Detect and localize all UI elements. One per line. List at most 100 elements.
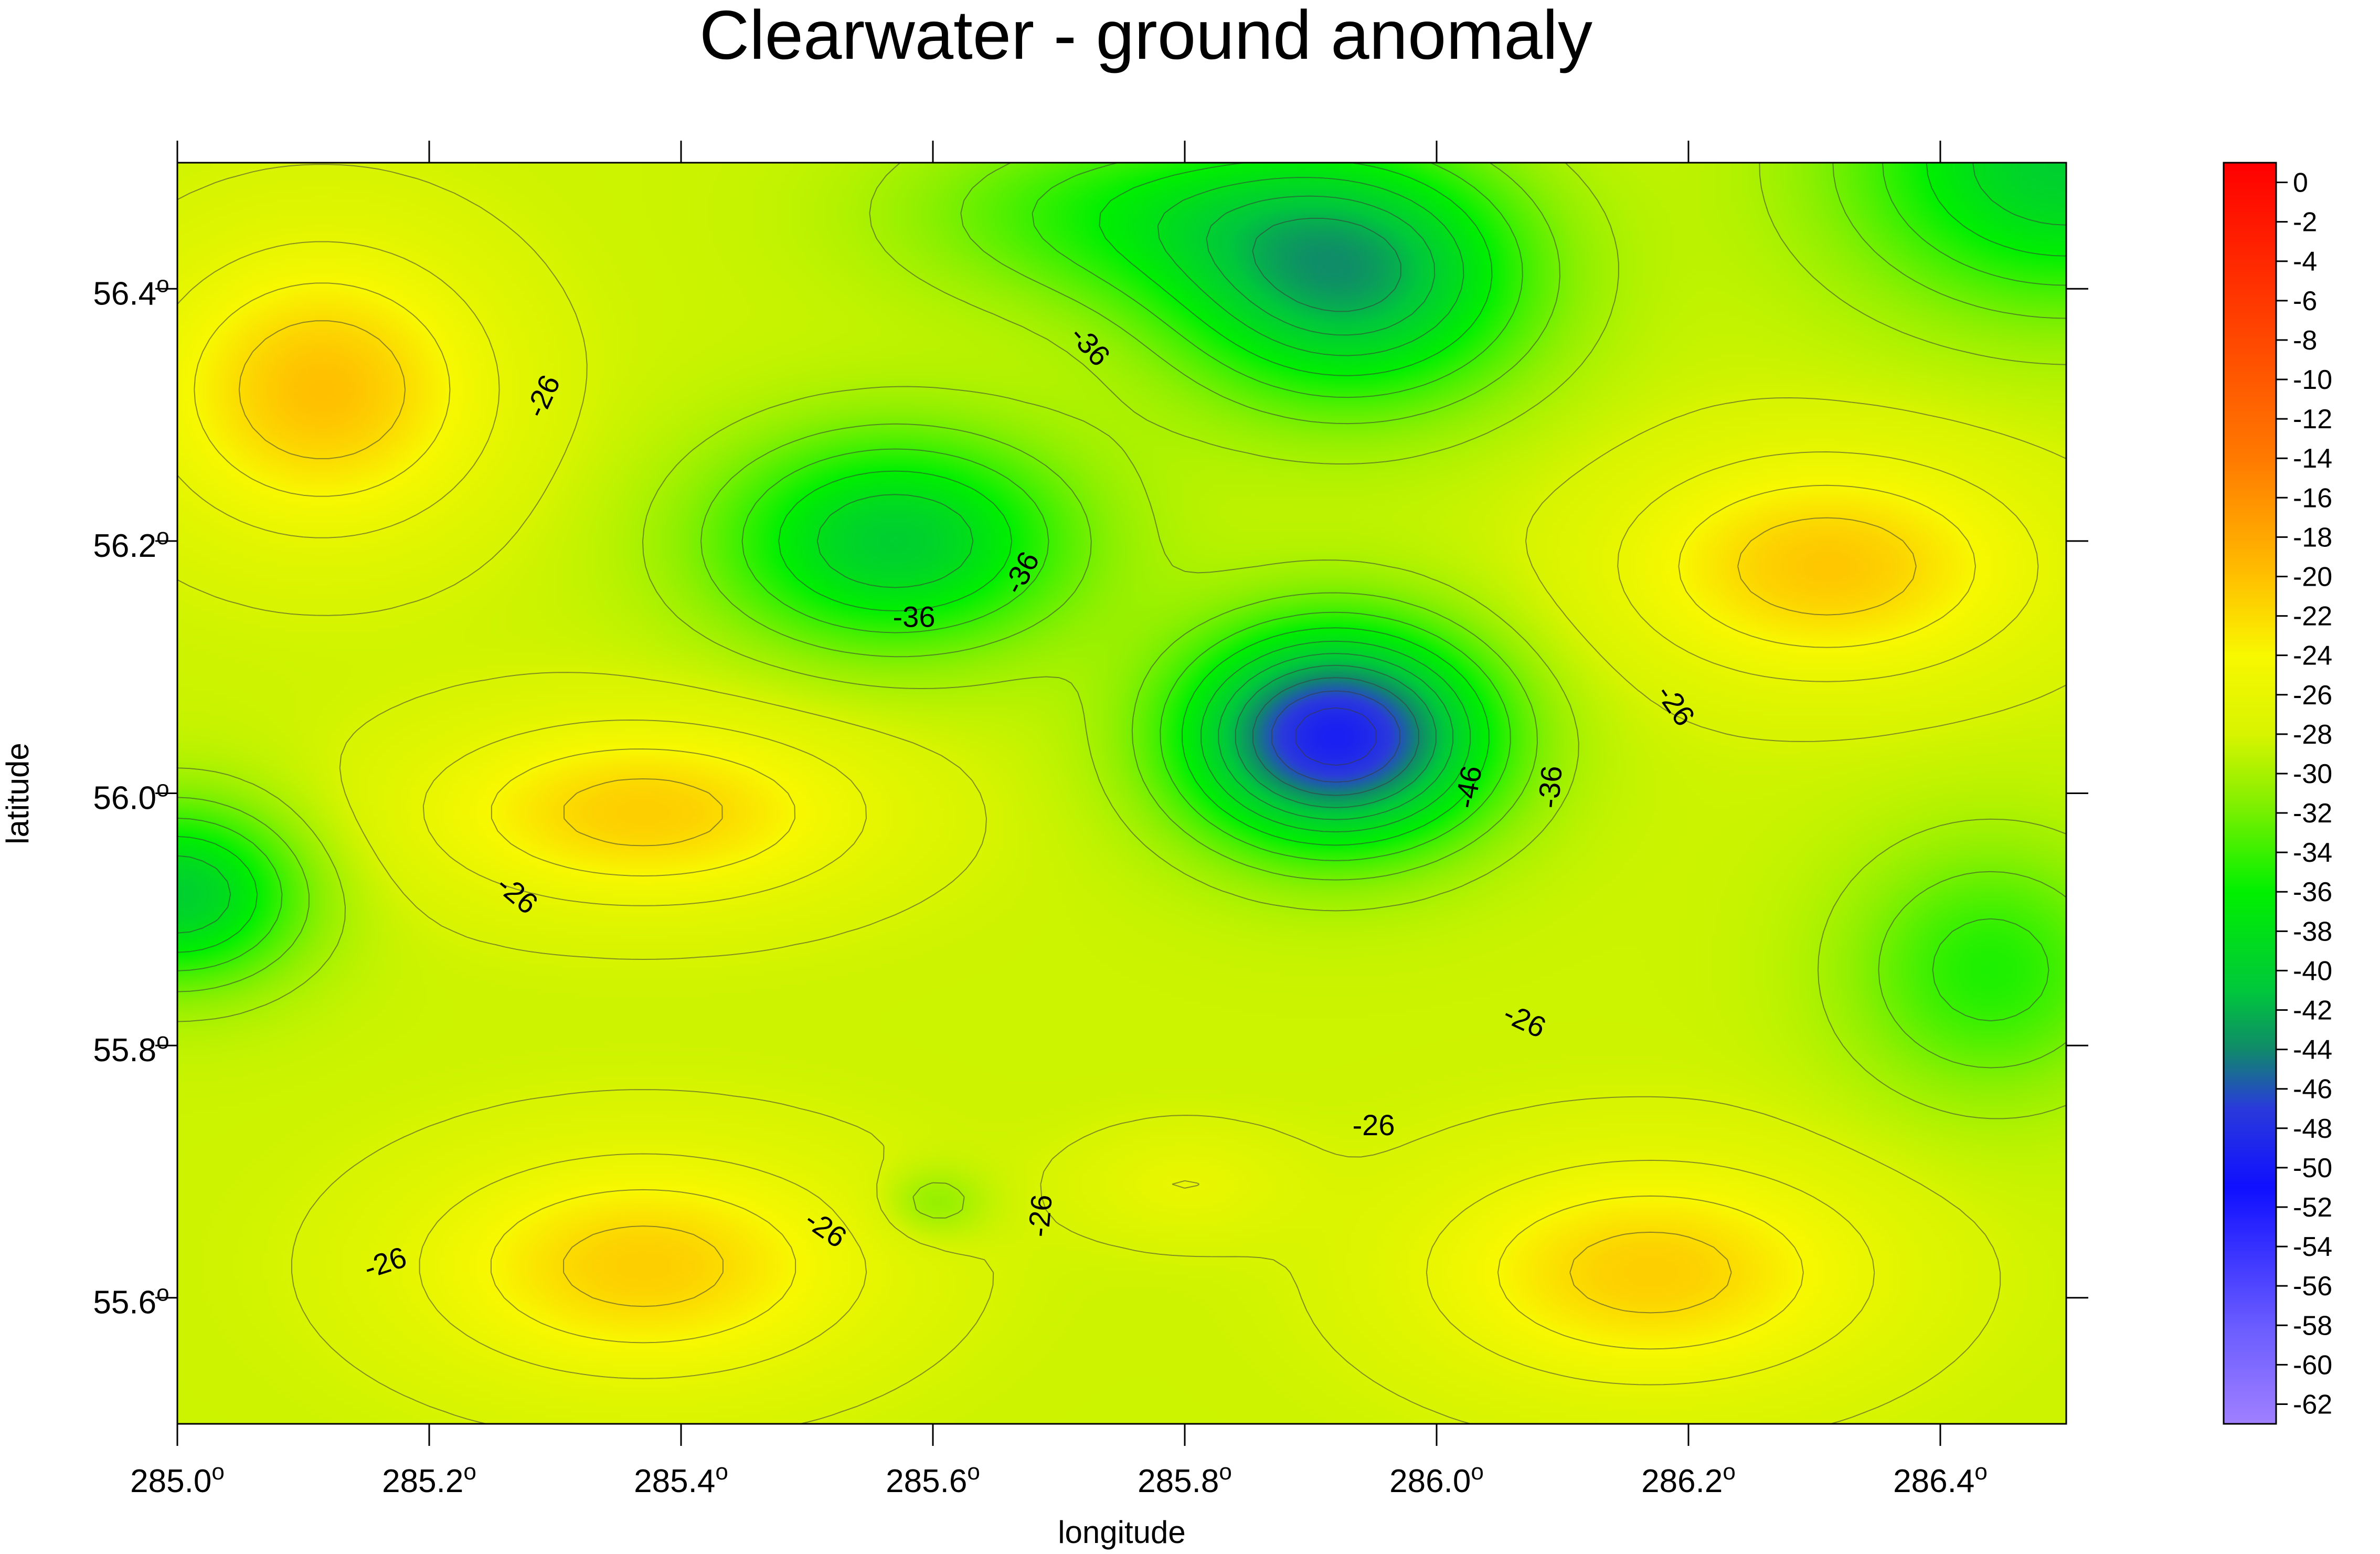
contour-line (1235, 217, 1437, 808)
colorbar-tick-label: -48 (2293, 1114, 2332, 1144)
contour-label: -26 (1353, 1108, 1395, 1141)
y-tick-label: 56.0o (93, 776, 169, 817)
y-tick-label: 56.4o (93, 271, 169, 312)
colorbar-tick-label: -36 (2293, 877, 2332, 907)
chart-title: Clearwater - ground anomaly (699, 0, 1592, 73)
colorbar-tick-label: -62 (2293, 1389, 2332, 1420)
plot-area: -26-36-36-36-26-46 -36-26-26-26-26-26-26 (176, 162, 2067, 1425)
colorbar-tick-label: -22 (2293, 601, 2332, 632)
degree-mark: o (1471, 1459, 1483, 1485)
x-tick-value: 286.4 (1893, 1463, 1974, 1499)
degree-mark: o (1974, 1459, 1987, 1485)
colorbar-tick-label: -60 (2293, 1350, 2332, 1380)
contour-line (1252, 677, 1419, 796)
y-tick-value: 56.4 (93, 276, 156, 312)
colorbar-tick-label: -8 (2293, 325, 2317, 356)
heatmap-field (177, 163, 2066, 1424)
x-tick-value: 285.4 (634, 1463, 715, 1499)
y-tick-value: 56.2 (93, 528, 156, 564)
x-tick-label: 285.0o (130, 1459, 225, 1499)
colorbar-tick-label: -2 (2293, 207, 2317, 238)
colorbar-tick-label: -52 (2293, 1192, 2332, 1223)
x-tick-value: 285.2 (382, 1463, 463, 1499)
colorbar-tick-label: -24 (2293, 641, 2332, 671)
y-axis-label: latitude (0, 743, 35, 844)
colorbar-tick-label: -30 (2293, 759, 2332, 789)
contour-lines (177, 163, 2066, 1424)
contour-line (177, 164, 2066, 1424)
colorbar-tick-label: -20 (2293, 562, 2332, 592)
colorbar-tick-label: -18 (2293, 522, 2332, 553)
contour-line (177, 163, 2066, 1219)
contour-label: -36 (1532, 764, 1568, 809)
degree-mark: o (156, 776, 169, 802)
degree-mark: o (156, 524, 169, 549)
degree-mark: o (463, 1459, 476, 1485)
colorbar-tick-label: -16 (2293, 483, 2332, 513)
contour-line (177, 163, 2066, 934)
colorbar-tick-label: -50 (2293, 1153, 2332, 1183)
colorbar-tick-label: -44 (2293, 1035, 2332, 1065)
y-tick-label: 56.2o (93, 524, 169, 564)
degree-mark: o (967, 1459, 980, 1485)
colorbar-tick-label: -56 (2293, 1271, 2332, 1302)
x-axis-ticks: 285.0o 285.2o 285.4o 285.6o 285.8o 286.0o 286.… (130, 141, 1988, 1499)
colorbar-tick-label: -12 (2293, 404, 2332, 435)
contour-line (177, 163, 2066, 953)
colorbar-tick-label: -6 (2293, 286, 2317, 316)
colorbar-tick-label: -38 (2293, 916, 2332, 947)
x-tick-value: 285.8 (1138, 1463, 1219, 1499)
colorbar-ticks: 0 -2 -4 -6 -8 -10 -12 -14 -16 -18 -20 -22 -24 -26 -28 -… (2276, 168, 2332, 1420)
y-tick-value: 56.0 (93, 780, 156, 817)
degree-mark: o (1219, 1459, 1231, 1485)
contour-line (177, 241, 2039, 1386)
contour-line (238, 320, 1917, 1314)
colorbar-tick-label: -46 (2293, 1074, 2332, 1105)
x-axis-label: longitude (1058, 1515, 1186, 1550)
y-tick-value: 55.8 (93, 1032, 156, 1069)
colorbar-tick-label: -54 (2293, 1232, 2332, 1262)
contour-line (177, 163, 2066, 1069)
contour-label: -46 (1448, 763, 1488, 811)
contour-label: -36 (893, 600, 936, 633)
colorbar-tick-label: -42 (2293, 996, 2332, 1026)
contour-line (895, 195, 1454, 820)
colorbar-tick-label: -28 (2293, 720, 2332, 750)
colorbar-tick-label: -58 (2293, 1310, 2332, 1341)
x-tick-value: 285.0 (130, 1463, 211, 1499)
degree-mark: o (211, 1459, 224, 1485)
x-tick-value: 286.2 (1641, 1463, 1723, 1499)
x-tick-label: 286.2o (1641, 1459, 1736, 1499)
degree-mark: o (156, 1281, 169, 1306)
colorbar-tick-label: 0 (2293, 168, 2308, 198)
colorbar-tick-label: -40 (2293, 956, 2332, 986)
x-tick-label: 286.0o (1389, 1459, 1484, 1499)
colorbar-tick-label: -26 (2293, 680, 2332, 711)
colorbar-tick-label: -10 (2293, 365, 2332, 395)
degree-mark: o (1723, 1459, 1735, 1485)
contour-line (194, 282, 1976, 1350)
degree-mark: o (715, 1459, 728, 1485)
degree-mark: o (156, 1028, 169, 1054)
contour-line (1271, 690, 1400, 783)
contour-line (1295, 707, 1377, 766)
y-tick-label: 55.6o (93, 1281, 169, 1321)
x-tick-label: 285.8o (1138, 1459, 1232, 1499)
x-tick-value: 286.0 (1389, 1463, 1471, 1499)
colorbar-frame (2223, 162, 2277, 1425)
contour-line (177, 163, 2066, 1021)
x-tick-label: 285.2o (382, 1459, 476, 1499)
y-tick-label: 55.8o (93, 1028, 169, 1069)
colorbar: 0 -2 -4 -6 -8 -10 -12 -14 -16 -18 -20 -22 -24 -26 -28 -… (2223, 162, 2332, 1425)
colorbar-tick-label: -14 (2293, 443, 2332, 474)
y-tick-value: 55.6 (93, 1285, 156, 1321)
colorbar-tick-label: -4 (2293, 247, 2317, 277)
x-tick-value: 285.6 (886, 1463, 967, 1499)
x-tick-label: 285.4o (634, 1459, 728, 1499)
colorbar-gradient (2224, 163, 2276, 1424)
colorbar-tick-label: -34 (2293, 838, 2332, 868)
x-tick-label: 286.4o (1893, 1459, 1988, 1499)
x-tick-label: 285.6o (886, 1459, 980, 1499)
